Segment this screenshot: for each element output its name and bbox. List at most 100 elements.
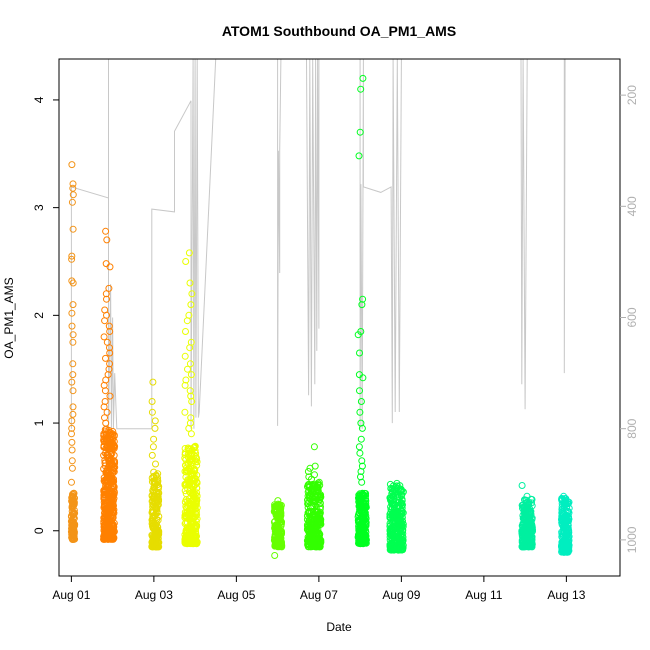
data-point	[190, 443, 198, 451]
data-point	[518, 531, 526, 539]
data-point	[68, 322, 76, 330]
data-point	[186, 344, 194, 352]
data-point	[102, 514, 110, 522]
data-point	[273, 528, 281, 536]
data-point	[356, 494, 364, 502]
data-point	[193, 511, 201, 519]
y2-tick-label: 600	[625, 307, 639, 327]
data-point	[104, 529, 112, 537]
data-point	[68, 446, 76, 454]
data-point	[69, 387, 77, 395]
data-point	[69, 410, 77, 418]
data-point	[311, 471, 318, 479]
data-point	[106, 513, 114, 521]
data-point	[316, 519, 324, 527]
x-tick-label: Aug 09	[382, 588, 420, 602]
plot-frame	[58, 58, 621, 577]
data-point	[185, 488, 193, 496]
data-point	[109, 497, 117, 505]
data-point	[151, 424, 159, 432]
y-tick-label: 2	[32, 312, 46, 319]
data-point	[360, 523, 368, 531]
data-point	[190, 500, 197, 508]
data-point	[69, 535, 77, 542]
data-point	[106, 349, 114, 357]
data-point	[182, 258, 190, 265]
data-point	[150, 536, 158, 544]
data-point	[152, 460, 159, 468]
series-aug-04	[181, 249, 201, 548]
data-point	[307, 504, 314, 512]
data-point	[102, 354, 109, 362]
data-point	[313, 518, 320, 525]
data-point	[524, 501, 532, 509]
series-aug-13	[558, 492, 573, 556]
data-point	[109, 492, 117, 500]
data-point	[356, 387, 363, 395]
data-point	[357, 398, 365, 405]
data-point	[105, 461, 113, 468]
data-point	[106, 435, 114, 443]
data-point	[187, 414, 195, 422]
y-tick-label: 3	[32, 204, 46, 211]
data-point	[308, 542, 316, 549]
data-point	[191, 537, 199, 544]
data-point	[149, 497, 157, 505]
data-point	[565, 540, 572, 548]
data-point	[193, 496, 201, 504]
data-point	[181, 445, 189, 452]
data-point	[560, 492, 568, 500]
y-axis-label: OA_PM1_AMS	[2, 277, 16, 358]
data-point	[391, 506, 398, 514]
data-point	[70, 490, 78, 498]
y2-tick-label: 1000	[625, 526, 639, 553]
data-point	[182, 496, 190, 504]
data-point	[518, 543, 526, 551]
data-point	[151, 503, 159, 511]
data-point	[153, 491, 161, 499]
data-point	[183, 317, 191, 325]
data-point	[107, 477, 115, 485]
data-point	[183, 511, 191, 519]
data-point	[183, 464, 191, 472]
x-tick-label: Aug 05	[217, 588, 255, 602]
data-point	[306, 492, 314, 500]
data-point	[101, 387, 109, 395]
data-point	[558, 521, 566, 528]
data-point	[354, 331, 362, 339]
data-point	[105, 488, 112, 496]
data-point	[306, 495, 314, 503]
data-point	[388, 499, 396, 507]
data-point	[386, 510, 394, 518]
data-point	[308, 521, 316, 529]
data-point	[359, 74, 367, 82]
data-point	[155, 483, 163, 490]
data-point	[68, 478, 75, 486]
data-point	[182, 376, 190, 384]
data-point	[68, 378, 76, 386]
data-point	[69, 526, 77, 534]
data-point	[564, 524, 572, 532]
data-point	[358, 301, 366, 309]
data-point	[276, 501, 283, 509]
data-point	[193, 484, 201, 492]
data-point	[527, 543, 535, 550]
data-point	[312, 488, 320, 496]
data-point	[357, 85, 365, 93]
data-point	[272, 542, 280, 550]
data-point	[69, 371, 77, 379]
data-point	[105, 456, 113, 464]
y2-tick-label: 200	[625, 85, 639, 105]
data-point	[148, 408, 156, 416]
data-point	[103, 465, 111, 473]
data-point	[359, 295, 367, 303]
data-point	[398, 523, 406, 531]
data-point	[561, 541, 569, 548]
data-point	[150, 435, 158, 443]
data-point	[101, 494, 108, 501]
chart-title: ATOM1 Southbound OA_PM1_AMS	[222, 23, 456, 39]
data-point	[355, 495, 363, 503]
data-point	[528, 502, 536, 510]
data-point	[186, 279, 194, 287]
data-point	[101, 506, 109, 514]
